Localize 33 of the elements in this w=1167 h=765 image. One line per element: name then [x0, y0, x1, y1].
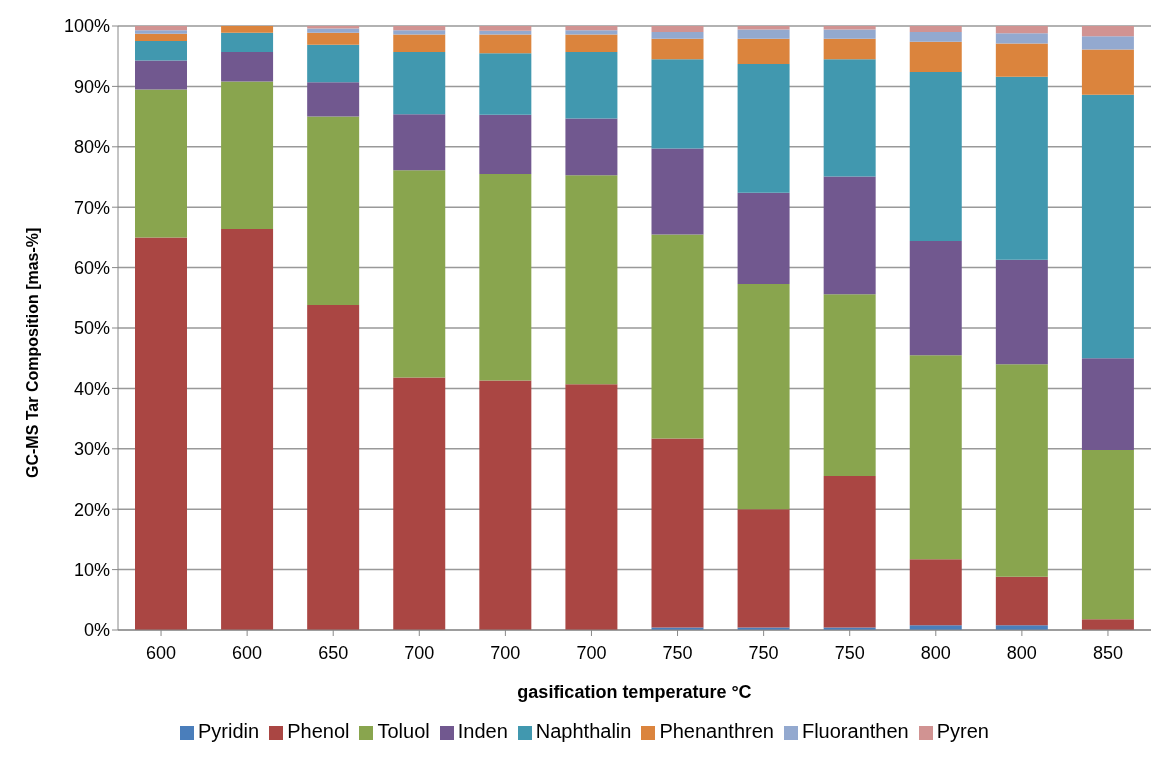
x-tick-label: 750: [662, 642, 693, 663]
legend-label: Toluol: [377, 720, 430, 742]
y-tick-label: 90%: [73, 76, 110, 97]
x-tick-label: 750: [748, 642, 779, 663]
y-tick-label: 20%: [73, 499, 110, 520]
y-tick-label: 30%: [73, 439, 110, 460]
y-tick-label: 10%: [73, 559, 110, 580]
x-tick-label: 650: [318, 642, 349, 663]
x-tick-label: 700: [404, 642, 435, 663]
legend-label: Pyridin: [198, 720, 260, 742]
y-tick-label: 40%: [73, 378, 110, 399]
legend-label: Naphthalin: [535, 720, 632, 742]
x-tick-label: 600: [146, 642, 177, 663]
x-tick-label: 700: [576, 642, 607, 663]
legend-label: Fluoranthen: [801, 720, 909, 742]
y-tick-label: 100%: [63, 16, 110, 37]
x-tick-label: 850: [1092, 642, 1123, 663]
x-tick-label: 700: [490, 642, 521, 663]
x-tick-label: 800: [1006, 642, 1037, 663]
legend-label: Inden: [457, 720, 508, 742]
legend-label: Phenol: [287, 720, 350, 742]
x-tick-label: 750: [834, 642, 865, 663]
y-tick-label: 60%: [73, 257, 110, 278]
y-axis-title: GC-MS Tar Composition [mas-%]: [23, 227, 41, 478]
x-tick-label: 800: [920, 642, 951, 663]
y-tick-label: 70%: [73, 197, 110, 218]
x-axis-title: gasification temperature °C: [517, 682, 752, 702]
x-tick-label: 600: [232, 642, 263, 663]
y-tick-label: 80%: [73, 137, 110, 158]
legend-label: Phenanthren: [659, 720, 774, 742]
y-tick-label: 50%: [73, 318, 110, 339]
y-tick-label: 0%: [83, 620, 110, 641]
legend-label: Pyren: [936, 720, 989, 742]
